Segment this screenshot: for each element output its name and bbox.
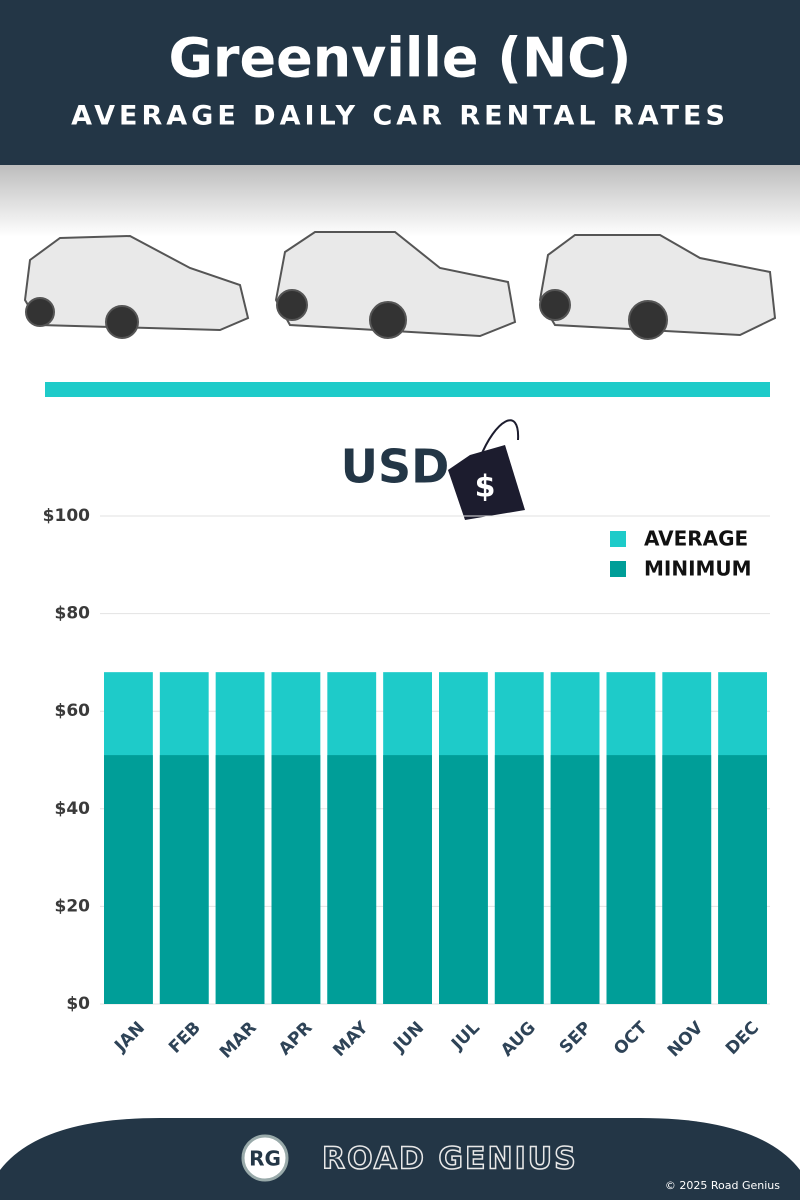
x-tick-label: JUL [447, 1018, 484, 1055]
copyright: © 2025 Road Genius [665, 1179, 780, 1192]
y-tick-label: $0 [66, 994, 90, 1014]
bar [327, 755, 377, 1004]
y-tick-label: $80 [55, 604, 91, 624]
subtitle: AVERAGE DAILY CAR RENTAL RATES [71, 101, 729, 132]
y-tick-label: $20 [55, 896, 91, 916]
logo-circle [241, 1134, 289, 1182]
y-tick-label: $60 [55, 701, 91, 721]
footer [0, 1118, 800, 1200]
price-tag: $ [448, 419, 525, 520]
legend-label: MINIMUM [644, 557, 752, 581]
y-tick-label: $100 [43, 506, 90, 526]
divider [45, 382, 770, 397]
x-tick-label: DEC [722, 1018, 763, 1059]
header [0, 0, 800, 165]
x-tick-label: OCT [610, 1018, 652, 1060]
x-tick-label: SEP [556, 1018, 596, 1058]
bar [159, 755, 209, 1004]
y-tick-label: $40 [55, 799, 91, 819]
bar [718, 755, 767, 1004]
legend-label: AVERAGE [644, 527, 748, 551]
bar [494, 755, 544, 1004]
bar [606, 755, 656, 1004]
bar [104, 755, 153, 1004]
title: Greenville (NC) [169, 27, 632, 90]
bar [215, 755, 265, 1004]
bar [383, 755, 432, 1004]
bar [662, 755, 712, 1004]
x-tick-label: AUG [497, 1018, 540, 1061]
x-tick-label: JAN [110, 1018, 149, 1057]
legend-swatch [610, 531, 626, 547]
bar [550, 755, 600, 1004]
bar [271, 755, 321, 1004]
bar [439, 755, 488, 1004]
unit-label: USD [341, 440, 450, 494]
logo: RG [249, 1147, 281, 1171]
cars [23, 231, 777, 340]
brand: ROAD GENIUS [322, 1142, 578, 1177]
legend-swatch [610, 561, 626, 577]
x-tick-label: FEB [165, 1018, 205, 1058]
x-tick-label: NOV [664, 1017, 708, 1061]
x-tick-label: MAR [216, 1018, 261, 1063]
x-tick-label: APR [275, 1018, 317, 1060]
x-tick-label: MAY [329, 1017, 372, 1060]
svg-text:$: $ [475, 470, 496, 505]
x-tick-label: JUN [389, 1018, 428, 1057]
